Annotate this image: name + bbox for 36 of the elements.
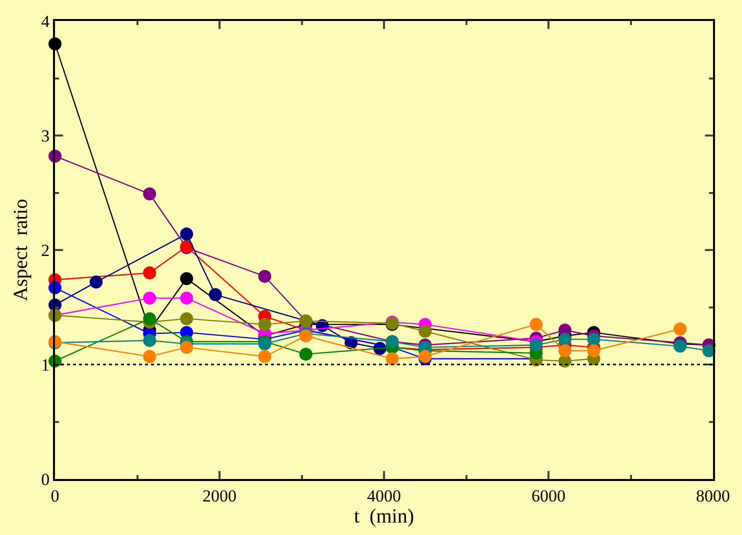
point xyxy=(558,344,572,358)
point xyxy=(143,187,156,200)
y-tick-label: 1 xyxy=(41,355,50,374)
point xyxy=(258,350,272,363)
point xyxy=(180,312,194,326)
point xyxy=(180,292,194,305)
x-axis-title: t (min) xyxy=(354,505,414,528)
point xyxy=(90,276,103,289)
point xyxy=(674,322,687,336)
point xyxy=(674,340,687,353)
point xyxy=(143,334,156,347)
point xyxy=(258,318,272,331)
point xyxy=(180,340,194,354)
point xyxy=(558,332,572,346)
point xyxy=(418,350,432,363)
point xyxy=(208,288,222,302)
x-tick-label: 2000 xyxy=(202,486,236,506)
point xyxy=(143,266,156,280)
point xyxy=(180,272,194,286)
point xyxy=(258,270,272,283)
x-tick-label: 6000 xyxy=(532,486,566,506)
point xyxy=(143,312,156,326)
y-tick-label: 2 xyxy=(41,240,50,260)
point xyxy=(418,324,432,338)
y-tick-label: 4 xyxy=(41,12,50,31)
x-tick-label: 8000 xyxy=(696,486,730,506)
point xyxy=(143,292,156,305)
point xyxy=(299,348,312,361)
x-tick-label: 4000 xyxy=(367,486,401,506)
y-axis-title: Aspect ratio xyxy=(10,198,32,302)
point xyxy=(530,318,543,331)
point xyxy=(180,227,194,240)
point xyxy=(386,352,399,366)
y-tick-label: 0 xyxy=(41,470,50,489)
y-tick-label: 3 xyxy=(41,126,50,146)
point xyxy=(143,350,156,363)
